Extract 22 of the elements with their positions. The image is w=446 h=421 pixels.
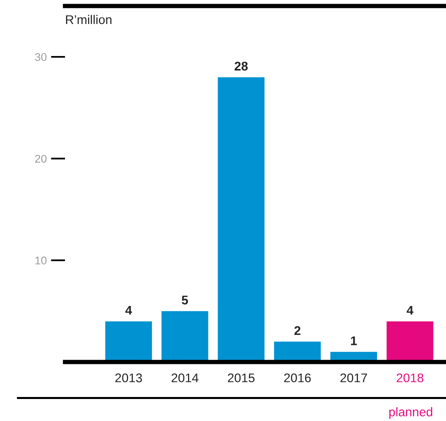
data-label: 1: [351, 336, 357, 346]
x-tick-label: 2015: [228, 373, 255, 382]
x-tick-label: 2013: [115, 373, 142, 382]
bar: [105, 321, 152, 362]
text: planned: [389, 407, 432, 419]
data-label: 5: [182, 296, 188, 305]
x-tick-label: 2016: [284, 373, 311, 382]
y-tick-label: 10: [35, 256, 47, 264]
data-label: 28: [234, 62, 248, 71]
data-label: 2: [294, 326, 300, 335]
y-axis-title: R’million: [66, 14, 112, 24]
bar: [386, 321, 434, 362]
data-label: 4: [406, 306, 414, 315]
x-tick-label: 2014: [172, 373, 198, 382]
data-label: 4: [125, 306, 132, 315]
bar: [162, 311, 208, 362]
y-tick-label: 20: [35, 154, 47, 163]
x-tick-label: 2018: [396, 373, 424, 382]
bar: [274, 342, 321, 362]
bar: [218, 77, 265, 362]
x-tick-label: 2017: [340, 373, 367, 382]
y-tick-label: 30: [35, 53, 47, 61]
